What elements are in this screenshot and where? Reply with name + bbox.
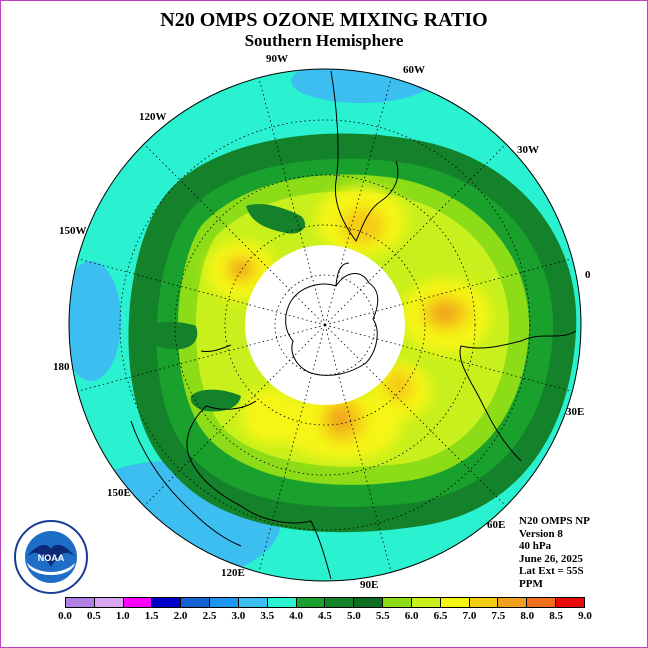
colorbar-tick-label: 0.0 — [58, 610, 72, 622]
colorbar-tick-label: 9.0 — [578, 610, 592, 622]
colorbar-segment — [210, 598, 239, 607]
noaa-logo-text: NOAA — [38, 553, 65, 563]
info-version: Version 8 — [519, 528, 590, 541]
colorbar-tick-label: 7.0 — [463, 610, 477, 622]
colorbar-tick-label: 0.5 — [87, 610, 101, 622]
colorbar-segment — [297, 598, 326, 607]
colorbar-tick-label: 2.5 — [203, 610, 217, 622]
colorbar-tick-label: 3.5 — [260, 610, 274, 622]
lon-label-120w: 120W — [139, 111, 167, 123]
colorbar-segment — [239, 598, 268, 607]
colorbar-tick-label: 5.0 — [347, 610, 361, 622]
lon-label-60e: 60E — [487, 519, 505, 531]
info-instrument: N20 OMPS NP — [519, 515, 590, 528]
info-lat-ext: Lat Ext = 55S — [519, 565, 590, 578]
lon-label-60w: 60W — [403, 64, 425, 76]
colorbar-segment — [181, 598, 210, 607]
lon-label-30e: 30E — [566, 406, 584, 418]
lon-label-120e: 120E — [221, 567, 245, 579]
colorbar — [65, 597, 585, 608]
colorbar-segment — [412, 598, 441, 607]
info-level: 40 hPa — [519, 540, 590, 553]
colorbar-tick-label: 7.5 — [491, 610, 505, 622]
lon-label-30w: 30W — [517, 144, 539, 156]
colorbar-tick-label: 5.5 — [376, 610, 390, 622]
colorbar-segment — [268, 598, 297, 607]
lon-label-0: 0 — [585, 269, 591, 281]
colorbar-segment — [354, 598, 383, 607]
lon-label-90w: 90W — [266, 53, 288, 65]
colorbar-segment — [470, 598, 499, 607]
lon-label-180: 180 — [53, 361, 70, 373]
info-box: N20 OMPS NP Version 8 40 hPa June 26, 20… — [519, 515, 590, 590]
colorbar-tick-label: 4.0 — [289, 610, 303, 622]
colorbar-tick-label: 6.5 — [434, 610, 448, 622]
colorbar-tick-label: 1.5 — [145, 610, 159, 622]
colorbar-tick-label: 8.0 — [520, 610, 534, 622]
colorbar-segment — [325, 598, 354, 607]
lon-label-90e: 90E — [360, 579, 378, 591]
colorbar-segment — [152, 598, 181, 607]
band-blue-left — [61, 261, 121, 381]
colorbar-segment — [383, 598, 412, 607]
info-date: June 26, 2025 — [519, 553, 590, 566]
colorbar-tick-label: 8.5 — [549, 610, 563, 622]
colorbar-segment — [527, 598, 556, 607]
colorbar-segment — [95, 598, 124, 607]
colorbar-segment — [498, 598, 527, 607]
colorbar-tick-label: 3.0 — [231, 610, 245, 622]
colorbar-segment — [124, 598, 153, 607]
colorbar-tick-label: 1.0 — [116, 610, 130, 622]
colorbar-tick-label: 6.0 — [405, 610, 419, 622]
lon-label-150w: 150W — [59, 225, 87, 237]
colorbar-tick-label: 2.0 — [174, 610, 188, 622]
colorbar-segment — [556, 598, 584, 607]
info-units: PPM — [519, 578, 590, 591]
colorbar-segment — [66, 598, 95, 607]
colorbar-segment — [441, 598, 470, 607]
colorbar-tick-label: 4.5 — [318, 610, 332, 622]
lon-label-150e: 150E — [107, 487, 131, 499]
noaa-logo: NOAA — [13, 519, 89, 595]
